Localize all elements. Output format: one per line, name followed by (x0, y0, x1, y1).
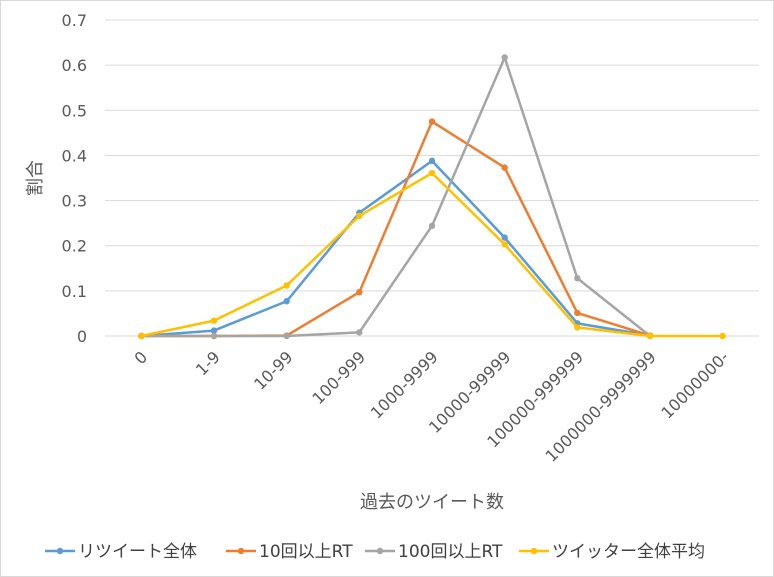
y-tick-label: 0 (77, 327, 87, 346)
series-line (141, 171, 723, 338)
legend-swatch-marker (237, 547, 245, 555)
data-point (428, 169, 436, 177)
legend-item: 100回以上RT (365, 542, 503, 562)
legend-item: リツイート全体 (45, 542, 197, 562)
data-point (574, 324, 581, 331)
legend-swatch-marker (530, 547, 538, 555)
y-tick-label: 0.2 (62, 237, 87, 256)
x-tick-label: 10000000- (657, 347, 732, 422)
data-point (428, 222, 436, 230)
data-point (574, 275, 581, 282)
data-point (210, 317, 218, 324)
gridlines (105, 19, 759, 337)
data-point (356, 329, 363, 336)
legend-label: 10回以上RT (259, 542, 353, 562)
x-tick-label: 1-9 (192, 347, 224, 379)
data-point (283, 332, 290, 340)
series-line (141, 159, 651, 338)
y-tick-label: 0.3 (62, 192, 87, 211)
data-point (283, 282, 290, 289)
data-point (356, 212, 363, 220)
x-tick-label: 10-99 (250, 347, 296, 393)
legend: リツイート全体 10回以上RT 100回以上RT ツイッター全体平均 (45, 542, 705, 562)
legend-label: ツイッター全体平均 (552, 542, 705, 562)
data-point (356, 289, 363, 296)
x-axis-ticks: 0 1-9 10-99 100-9991000-999910000-999991000… (131, 347, 733, 465)
legend-swatch-marker (376, 547, 384, 555)
y-tick-label: 0.4 (62, 146, 87, 165)
data-point (210, 327, 218, 334)
data-point (210, 332, 218, 340)
y-tick-label: 0.6 (62, 56, 87, 75)
y-tick-label: 0.7 (62, 11, 87, 30)
series-lines (138, 54, 726, 340)
x-tick-label: 0 (131, 347, 152, 368)
legend-item: 10回以上RT (226, 542, 353, 562)
data-point (283, 298, 290, 305)
data-point (501, 54, 508, 61)
legend-label: 100回以上RT (398, 542, 503, 562)
data-point (138, 332, 145, 340)
legend-swatch-marker (56, 547, 64, 555)
series-line (141, 56, 651, 338)
series-1 (138, 118, 654, 340)
x-tick-label: 100-999 (308, 347, 369, 408)
y-tick-label: 0.5 (62, 101, 87, 120)
x-axis-title: 過去のツイート数 (360, 492, 504, 513)
legend-item: ツイッター全体平均 (519, 542, 705, 562)
y-tick-label: 0.1 (62, 282, 87, 301)
series-line (141, 120, 651, 338)
data-point (646, 332, 654, 340)
data-point (428, 118, 436, 125)
series-2 (138, 54, 654, 340)
data-point (574, 309, 581, 317)
legend-label: リツイート全体 (78, 542, 197, 562)
x-tick-label: 1000-9999 (367, 347, 442, 422)
data-point (501, 164, 508, 171)
y-axis-ticks: 0 0.1 0.2 0.3 0.4 0.5 0.6 0.7 (62, 11, 87, 346)
data-point (719, 332, 726, 340)
series-3 (138, 169, 726, 340)
y-axis-title: 割合 (25, 160, 46, 196)
data-point (428, 157, 436, 165)
data-point (501, 241, 508, 248)
data-point (501, 234, 508, 241)
